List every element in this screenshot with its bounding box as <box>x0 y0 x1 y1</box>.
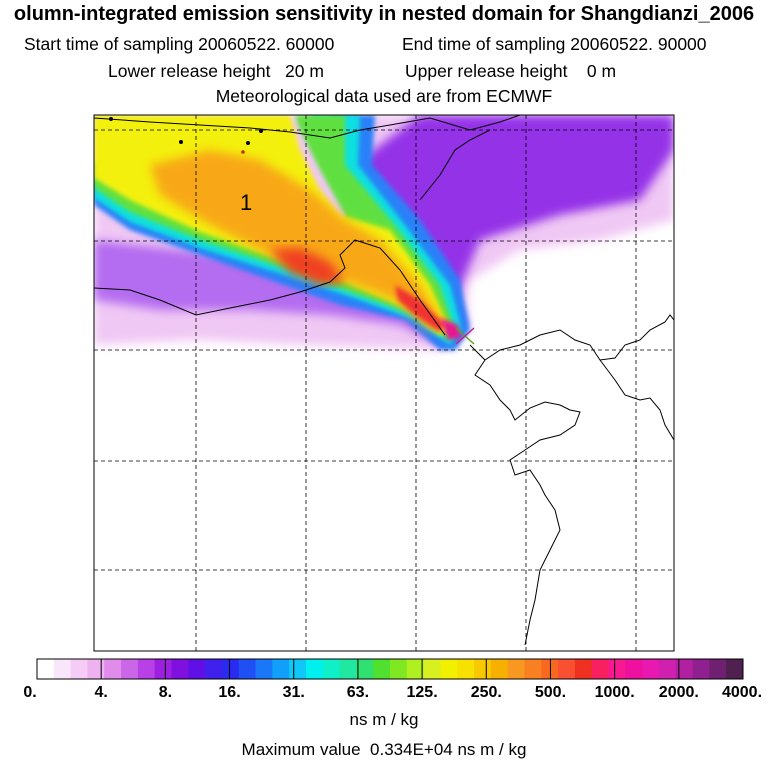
colorbar-swatch <box>272 659 290 679</box>
lower-release-height: Lower release height 20 m <box>108 61 324 81</box>
colorbar-swatch <box>121 659 139 679</box>
colorbar-unit: ns m / kg <box>349 710 419 729</box>
grid-lines <box>94 115 674 651</box>
coastline-east <box>469 344 581 646</box>
colorbar-tick-label: 4. <box>94 684 108 701</box>
colorbar-swatch <box>457 659 475 679</box>
colorbar-swatch <box>255 659 273 679</box>
contour-orange <box>150 150 445 330</box>
colorbar-swatch <box>608 659 626 679</box>
colorbar-tick-label: 8. <box>158 684 173 701</box>
colorbar-tick-label: 500. <box>534 684 567 701</box>
colorbar-swatch <box>490 659 509 679</box>
colorbar-swatch <box>474 659 492 679</box>
plume-label: 1 <box>240 190 252 215</box>
map-frame <box>93 114 675 652</box>
colorbar-swatch <box>726 659 744 679</box>
colorbar-swatch <box>104 659 122 679</box>
chart-title: olumn-integrated emission sensitivity in… <box>13 3 755 25</box>
colorbar-swatch <box>305 659 324 679</box>
colorbar-swatch <box>356 659 374 679</box>
colorbar-tick-label: 125. <box>406 684 438 701</box>
colorbar-swatch <box>507 659 525 679</box>
contour-red-near-receptor <box>395 285 445 332</box>
colorbar <box>36 658 744 680</box>
field-layer <box>94 115 674 651</box>
sampling-end: End time of sampling 20060522. 90000 <box>402 34 707 54</box>
colorbar-swatch <box>289 659 307 679</box>
colorbar-swatch <box>524 659 542 679</box>
colorbar-tick-label: 4000. <box>721 684 763 701</box>
colorbar-swatch <box>339 659 357 679</box>
x-marker <box>455 327 475 345</box>
colorbar-tick-label: 63. <box>346 684 370 701</box>
border-line-south <box>94 239 446 336</box>
colorbar-swatch <box>709 659 727 679</box>
colorbar-swatch <box>205 659 223 679</box>
coastlines-borders <box>94 115 674 646</box>
colorbar-swatch <box>37 659 55 679</box>
colorbar-swatch <box>423 659 441 679</box>
colorbar-swatch <box>373 659 391 679</box>
colorbar-swatch <box>642 659 660 679</box>
colorbar-swatch <box>692 659 710 679</box>
border-line-north <box>94 115 521 139</box>
colorbar-swatch <box>53 659 72 679</box>
colorbar-swatch <box>154 659 172 679</box>
colorbar-swatch <box>137 659 156 679</box>
colorbar-swatch <box>440 659 458 679</box>
colorbar-tick-label: 16. <box>218 684 241 701</box>
colorbar-swatch <box>221 659 240 679</box>
colorbar-tick-label: 1000. <box>594 684 635 701</box>
contour-magenta-receptor <box>440 318 462 340</box>
colorbar-tick-label: 0. <box>23 684 37 701</box>
colorbar-swatch <box>541 659 559 679</box>
colorbar-swatch <box>558 659 576 679</box>
colorbar-swatch <box>574 659 593 679</box>
colorbar-tick-label: 250. <box>470 684 502 701</box>
colorbar-swatch <box>390 659 408 679</box>
colorbar-swatch <box>658 659 677 679</box>
colorbar-swatch <box>238 659 257 679</box>
colorbar-swatch <box>87 659 105 679</box>
sampling-start: Start time of sampling 20060522. 60000 <box>24 34 335 54</box>
colorbar-tick-label: 31. <box>282 684 305 701</box>
colorbar-swatch <box>406 659 425 679</box>
colorbar-swatch <box>188 659 206 679</box>
upper-release-height: Upper release height 0 m <box>405 61 617 81</box>
colorbar-swatch <box>70 659 88 679</box>
border-line-mid <box>419 129 491 201</box>
colorbar-frame <box>36 658 744 680</box>
colorbar-swatch <box>322 659 341 679</box>
meteorological-source: Meteorological data used are from ECMWF <box>215 86 553 106</box>
colorbar-swatch <box>675 659 694 679</box>
colorbar-swatch <box>625 659 643 679</box>
coastline-korea-south <box>599 359 674 441</box>
max-value: Maximum value 0.334E+04 ns m / kg <box>241 740 527 759</box>
colorbar-tick-label: 2000. <box>658 684 699 701</box>
contour-purple <box>94 240 460 345</box>
city-dots <box>109 117 263 154</box>
colorbar-swatch <box>591 659 610 679</box>
colorbar-swatch <box>171 659 189 679</box>
contour-red <box>270 248 345 285</box>
